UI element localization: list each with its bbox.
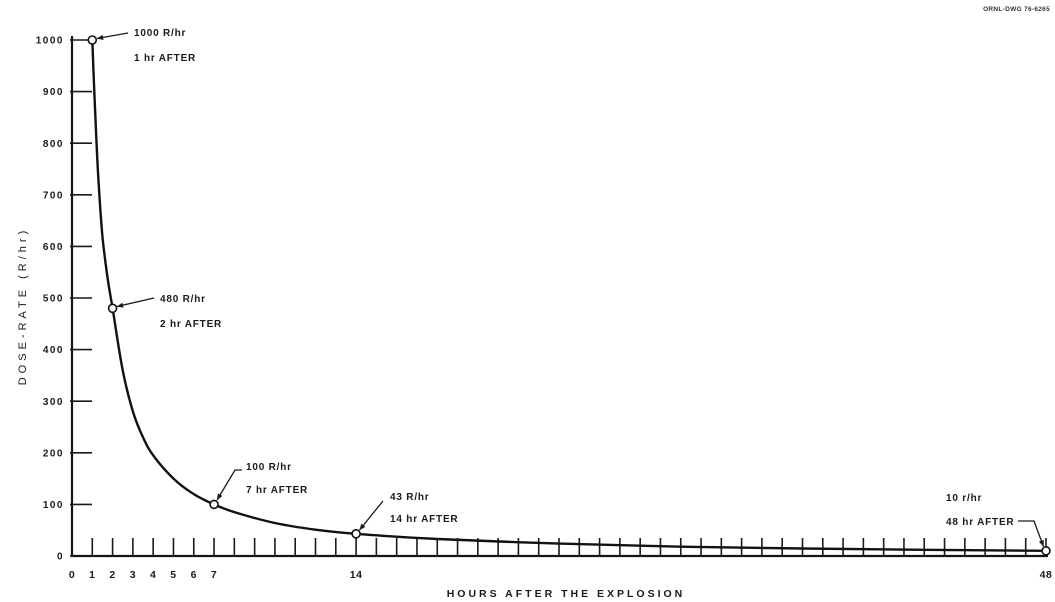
annotation-leader xyxy=(116,297,155,308)
drawing-number: ORNL-DWG 76-6265 xyxy=(983,6,1050,13)
plot-area: 0 100 200 300 400 500 600 700 800 900 1000 0 1 2 3 4 5 6 7… xyxy=(36,28,1053,581)
annotation-leader xyxy=(1018,520,1045,547)
x-tick-label: 3 xyxy=(130,569,136,581)
annotation-time: 48 hr AFTER xyxy=(946,517,1014,528)
y-tick-label: 400 xyxy=(43,345,64,356)
annotation-dose-rate: 10 r/hr xyxy=(946,493,982,504)
x-tick-label: 7 xyxy=(211,569,217,581)
x-tick-label: 6 xyxy=(191,569,197,581)
x-tick-label: 2 xyxy=(109,569,115,581)
y-tick-label: 700 xyxy=(43,190,64,201)
annotation-time: 2 hr AFTER xyxy=(160,319,222,330)
data-point-marker xyxy=(209,499,219,510)
y-tick-label: 900 xyxy=(43,87,64,98)
x-tick-label: 4 xyxy=(150,569,156,581)
annotation-leader xyxy=(96,32,129,40)
annotation-dose-rate: 100 R/hr xyxy=(246,462,292,473)
x-tick-label: 48 xyxy=(1040,569,1053,581)
y-tick-label: 300 xyxy=(43,397,64,408)
decay-curve xyxy=(91,38,1048,552)
annotation-time: 14 hr AFTER xyxy=(390,514,458,525)
annotation-dose-rate: 480 R/hr xyxy=(160,294,206,305)
annotation-time: 1 hr AFTER xyxy=(134,53,196,64)
data-point-marker xyxy=(87,35,98,45)
data-point-marker xyxy=(1041,546,1051,556)
y-tick-label: 800 xyxy=(43,139,64,150)
y-axis-title: DOSE-RATE (R/hr) xyxy=(17,227,29,386)
annotation-time: 7 hr AFTER xyxy=(246,485,308,496)
annotation-leader xyxy=(216,469,242,501)
x-tick-label: 5 xyxy=(170,569,176,581)
x-tick-label: 14 xyxy=(350,569,363,581)
y-tick-label: 600 xyxy=(43,242,64,253)
x-tick-label: 0 xyxy=(69,569,75,581)
annotation-dose-rate: 43 R/hr xyxy=(390,492,430,503)
y-tick-label: 200 xyxy=(43,448,64,459)
y-tick-label: 0 xyxy=(57,552,64,563)
y-tick-label: 1000 xyxy=(36,36,64,47)
x-tick-label: 1 xyxy=(89,569,95,581)
annotation-dose-rate: 1000 R/hr xyxy=(134,28,186,39)
x-axis-title: HOURS AFTER THE EXPLOSION xyxy=(447,588,686,600)
data-point-marker xyxy=(107,303,118,314)
annotation-leader xyxy=(358,500,384,531)
y-tick-label: 500 xyxy=(43,294,64,305)
y-tick-label: 100 xyxy=(43,500,64,511)
data-point-marker xyxy=(351,529,361,539)
